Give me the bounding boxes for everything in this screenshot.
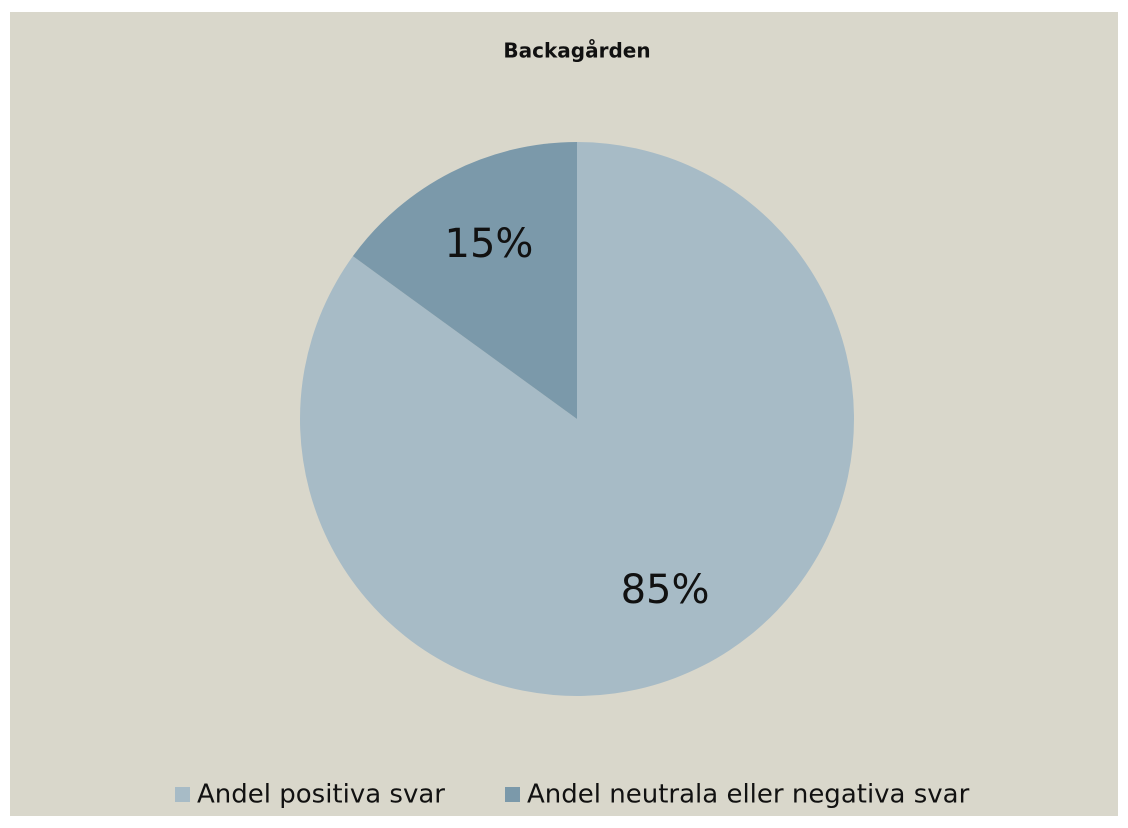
pie-slice <box>352 142 577 419</box>
legend-swatch <box>175 787 190 802</box>
data-label: 15% <box>445 221 534 267</box>
legend-swatch <box>505 787 520 802</box>
legend-label: Andel neutrala eller negativa svar <box>527 780 970 810</box>
data-label: 85% <box>621 567 710 613</box>
legend-label: Andel positiva svar <box>197 780 445 810</box>
chart-title: Backagården <box>503 39 650 63</box>
